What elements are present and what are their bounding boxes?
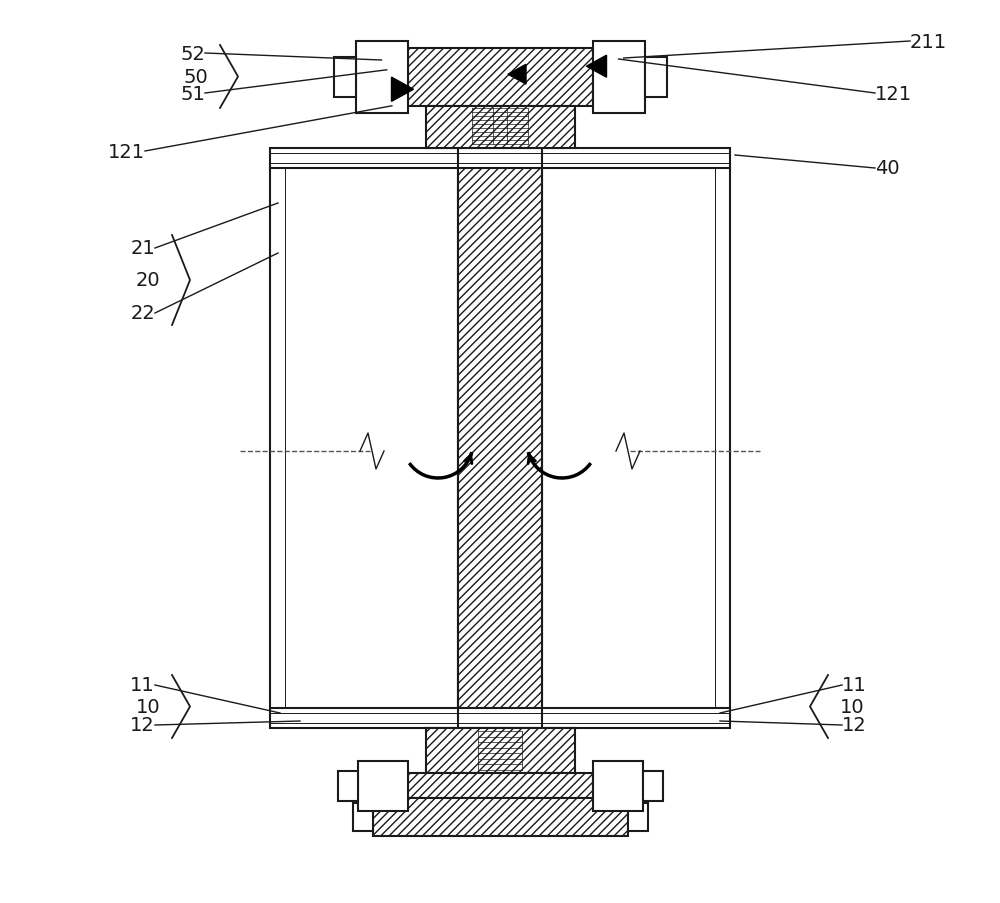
Text: 52: 52 (180, 44, 205, 63)
Bar (642, 770, 662, 801)
Bar (644, 58, 666, 98)
Polygon shape (508, 65, 526, 85)
Text: 20: 20 (135, 271, 160, 290)
Text: 121: 121 (875, 84, 912, 103)
Text: 11: 11 (130, 675, 155, 694)
Bar (358, 760, 408, 811)
Bar (334, 58, 356, 98)
Text: 51: 51 (180, 84, 205, 103)
Text: 121: 121 (108, 143, 145, 162)
Text: 211: 211 (910, 33, 947, 51)
Text: 12: 12 (842, 716, 867, 735)
Text: 12: 12 (130, 716, 155, 735)
Bar (592, 42, 644, 114)
Bar (592, 760, 642, 811)
Bar (270, 708, 730, 728)
Bar (372, 798, 628, 836)
Bar (458, 149, 542, 728)
Text: 10: 10 (840, 697, 865, 716)
Polygon shape (586, 56, 606, 79)
Bar (426, 728, 574, 773)
Text: 21: 21 (130, 239, 155, 258)
Polygon shape (391, 78, 414, 102)
Bar (408, 773, 592, 798)
Bar (352, 803, 372, 831)
Bar (356, 42, 408, 114)
Text: 50: 50 (183, 68, 208, 87)
Bar (338, 770, 358, 801)
Bar (270, 149, 730, 169)
Text: 22: 22 (130, 304, 155, 323)
Bar (408, 49, 592, 107)
Text: 11: 11 (842, 675, 867, 694)
Text: 40: 40 (875, 159, 900, 178)
Text: 10: 10 (135, 697, 160, 716)
Bar (628, 803, 648, 831)
Bar (426, 107, 574, 149)
